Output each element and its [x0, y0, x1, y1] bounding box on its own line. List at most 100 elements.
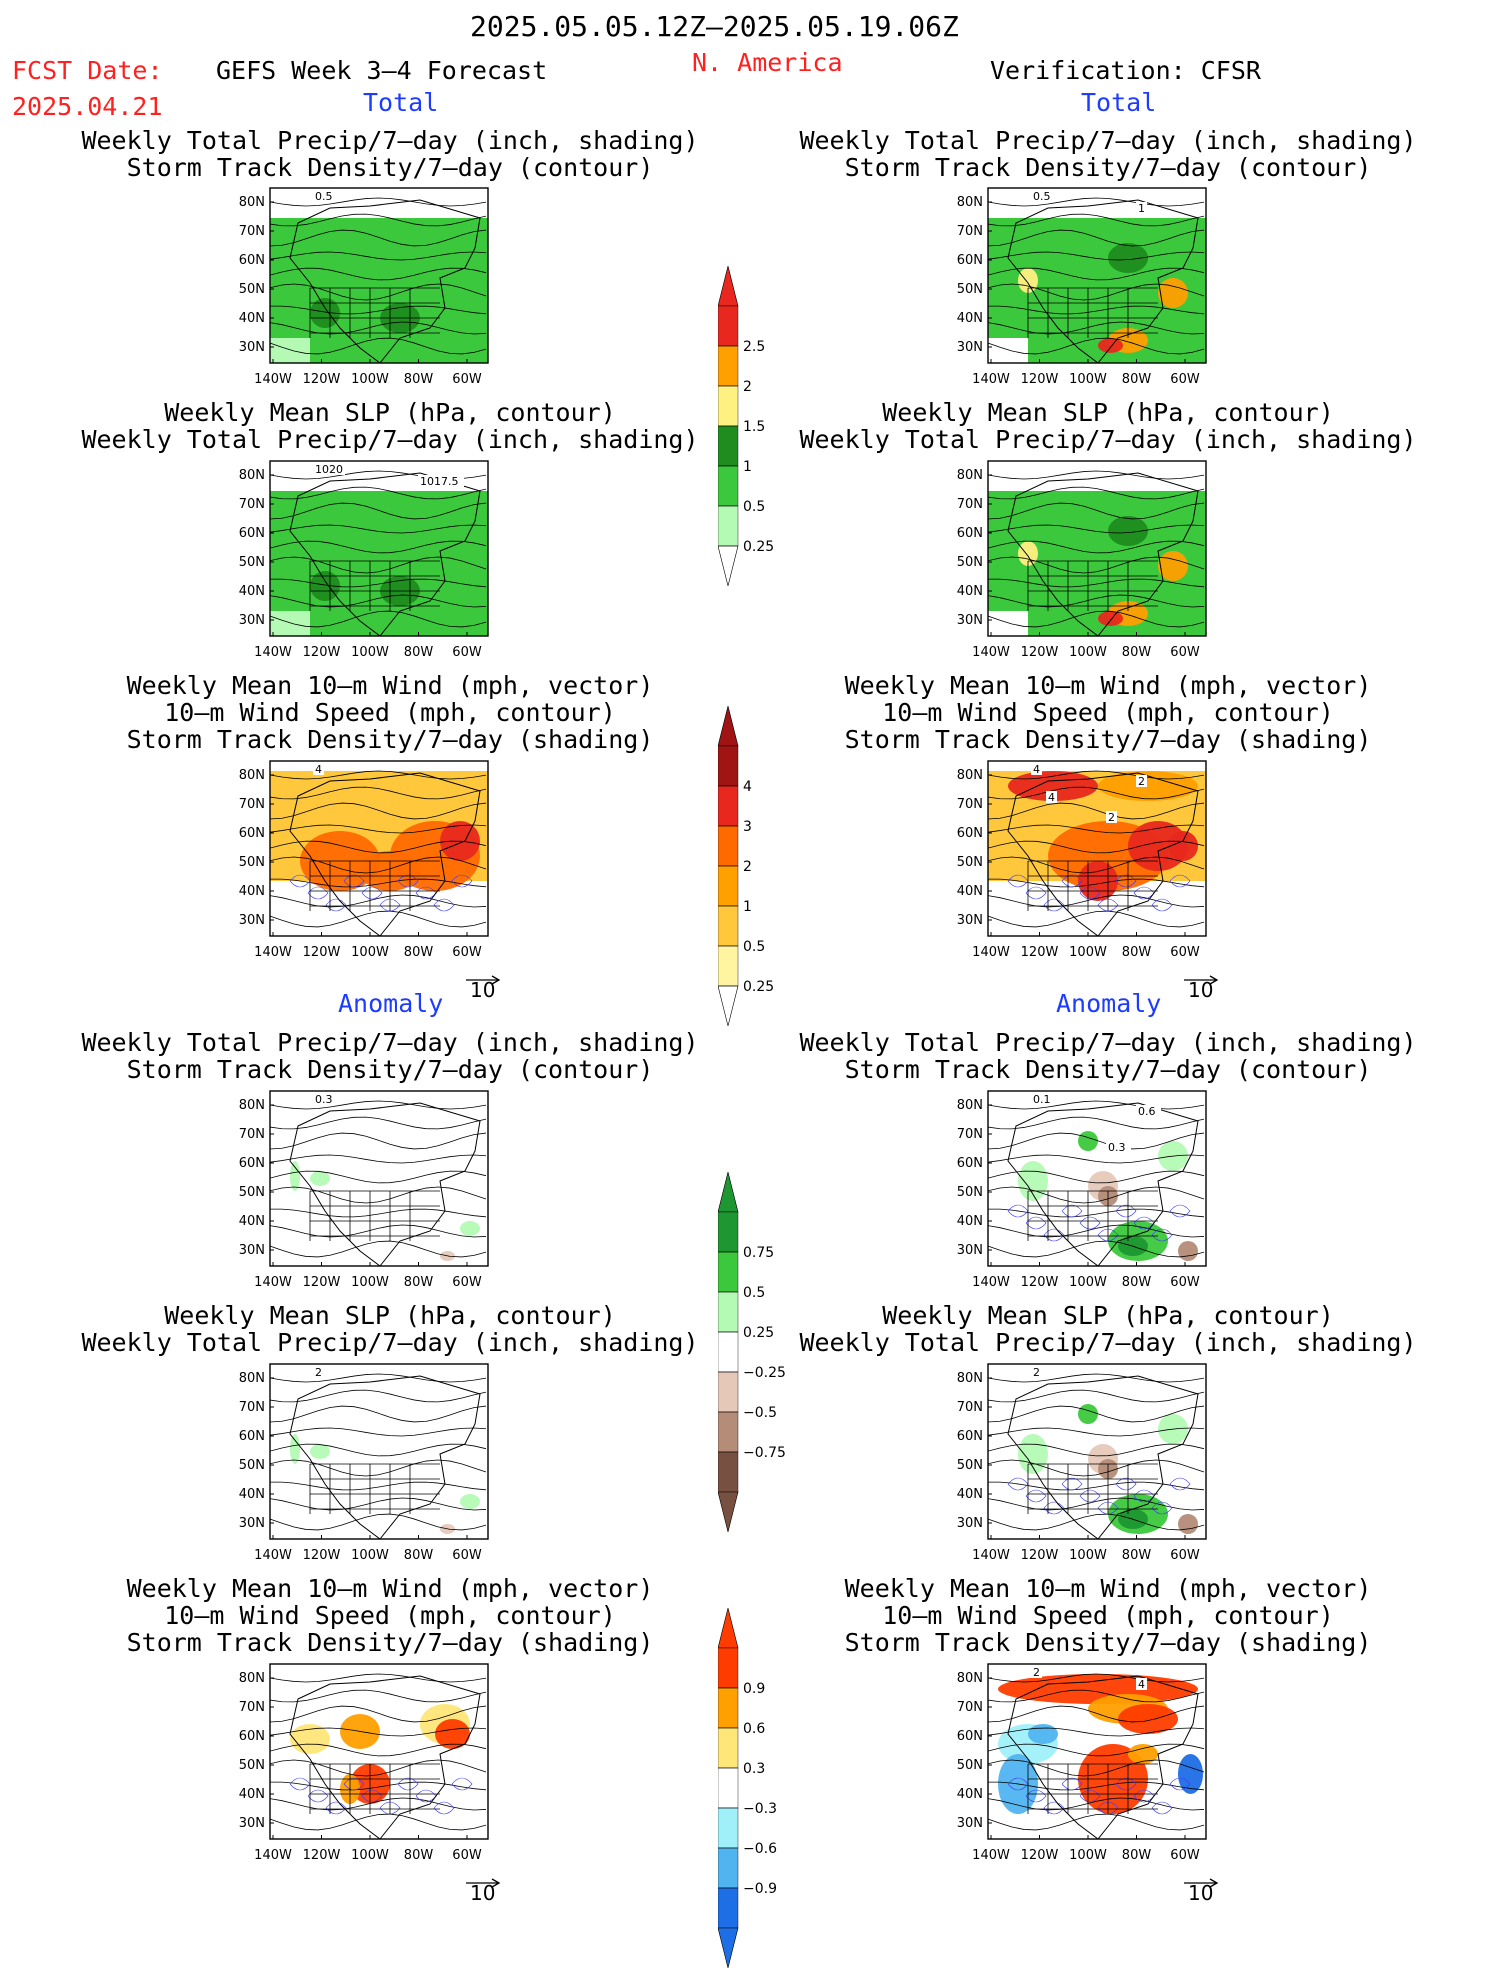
contour-label: 0.1 — [1033, 1093, 1051, 1106]
lon-tick-label: 140W — [972, 1548, 1010, 1563]
lon-tick-label: 60W — [452, 1275, 482, 1290]
lon-tick-label: 100W — [1069, 1548, 1107, 1563]
contour-line — [988, 502, 1205, 520]
contour-line — [988, 1116, 1205, 1130]
map-panel-p4: 0.3 80N 70N 60N 50N 40N 30N 140W 120W 100W 80W 60W — [230, 1090, 508, 1298]
colorbar-segment — [717, 705, 739, 747]
lat-tick-label: 50N — [239, 855, 265, 870]
colorbar-segment — [717, 345, 739, 387]
colorbar-svg: 2.5 2 1.5 1 0.5 0.25 — [717, 265, 774, 587]
map-panel-p9: 4 2 2 4 80N 70N 60N 50N 40N 30N 140W 120W 100W 80W 60W — [948, 760, 1226, 968]
contour-line — [988, 1727, 1205, 1737]
contour-line — [988, 786, 1205, 800]
contour-line — [988, 1443, 1205, 1457]
contour-line — [988, 1389, 1205, 1403]
lon-tick-label: 120W — [303, 1548, 341, 1563]
vector-reference-label-p12: 10 — [1188, 1881, 1214, 1905]
map-svg-p12: 2 4 80N 70N 60N 50N 40N 30N 140W 120W 100W 80W 60W — [957, 1663, 1207, 1863]
lon-tick-label: 140W — [972, 1848, 1010, 1863]
colorbar-precip-anom: 0.75 0.5 0.25 −0.25 −0.5 −0.75 — [717, 1171, 808, 1536]
lon-tick-label: 60W — [1170, 945, 1200, 960]
contour-line — [988, 1405, 1205, 1423]
colorbar-segment — [717, 1291, 739, 1333]
contour-line — [988, 1170, 1205, 1184]
contour-label: 4 — [1138, 1678, 1145, 1691]
lon-tick-label: 140W — [254, 372, 292, 387]
wind-vector — [433, 898, 455, 912]
contour-line — [270, 251, 487, 261]
shade-blob — [1098, 611, 1123, 626]
lon-tick-label: 60W — [452, 1548, 482, 1563]
colorbar-label: 0.3 — [743, 1761, 765, 1777]
shade-blob — [1008, 521, 1068, 561]
total-label-left: Total — [363, 88, 439, 117]
lat-tick-label: 40N — [957, 1487, 983, 1502]
lon-tick-label: 80W — [404, 1548, 434, 1563]
contour-line — [270, 1100, 487, 1110]
contour-line — [270, 486, 487, 500]
vector-reference-p12 — [1184, 1873, 1220, 1892]
colorbar-segment — [717, 1491, 739, 1533]
colorbar-segment — [717, 1927, 739, 1969]
contour-line — [270, 1797, 487, 1811]
colorbar-segment — [717, 1887, 739, 1929]
colorbar-label: 4 — [743, 779, 752, 795]
colorbar-segment — [717, 265, 739, 307]
contour-line — [270, 856, 487, 874]
lon-tick-label: 120W — [1021, 372, 1059, 387]
wind-vector — [451, 874, 473, 888]
contour-label: 4 — [1048, 791, 1055, 804]
contour-line — [988, 1186, 1205, 1204]
verification-title: Verification: CFSR — [990, 56, 1261, 85]
lat-tick-label: 80N — [957, 768, 983, 783]
colorbar-svg: 4 3 2 1 0.5 0.25 — [717, 705, 774, 1027]
lat-tick-label: 40N — [239, 311, 265, 326]
title-p8: Weekly Mean SLP (hPa, contour) Weekly Tot… — [799, 398, 1417, 454]
lat-tick-label: 40N — [239, 1214, 265, 1229]
vector-reference-p3 — [466, 970, 502, 989]
lat-tick-label: 30N — [239, 1243, 265, 1258]
colorbar-label: 0.75 — [743, 1245, 774, 1261]
vector-arrow-icon — [466, 1878, 501, 1888]
contour-line — [270, 337, 487, 355]
shade-blob — [1018, 541, 1038, 566]
map-svg-p9: 4 2 2 4 80N 70N 60N 50N 40N 30N 140W 120W 100W 80W 60W — [957, 760, 1207, 960]
contour-line — [988, 1705, 1205, 1723]
contour-line — [988, 1224, 1205, 1238]
colorbar-segment — [717, 1807, 739, 1849]
lat-tick-label: 70N — [957, 1700, 983, 1715]
wind-vector — [1151, 1228, 1173, 1242]
lon-tick-label: 60W — [452, 645, 482, 660]
lat-tick-label: 40N — [239, 884, 265, 899]
lat-tick-label: 60N — [239, 1429, 265, 1444]
lon-tick-label: 120W — [1021, 945, 1059, 960]
map-svg-p3: 4 80N 70N 60N 50N 40N 30N 140W 120W 100W 80W 60W — [239, 760, 489, 960]
lon-tick-label: 60W — [452, 1848, 482, 1863]
vector-arrow-icon — [1184, 1878, 1219, 1888]
shade-blob — [310, 801, 370, 831]
wind-vector — [325, 1801, 347, 1815]
lon-tick-label: 120W — [1021, 1548, 1059, 1563]
contour-line — [270, 197, 487, 207]
contour-line — [270, 1240, 487, 1258]
vector-arrow-icon — [466, 975, 501, 985]
contour-line — [270, 1481, 487, 1491]
contour-line — [270, 1705, 487, 1723]
lat-tick-label: 80N — [957, 195, 983, 210]
contour-line — [988, 1100, 1205, 1110]
lat-tick-label: 60N — [239, 526, 265, 541]
colorbar-label: −0.3 — [743, 1801, 777, 1817]
shade-blob — [460, 1494, 480, 1509]
lat-tick-label: 30N — [957, 1243, 983, 1258]
contour-line — [988, 470, 1205, 480]
colorbar-segment — [717, 1847, 739, 1889]
vector-reference-label-p6: 10 — [470, 1881, 496, 1905]
contour-line — [270, 1170, 487, 1184]
lon-tick-label: 140W — [254, 1848, 292, 1863]
lon-tick-label: 80W — [404, 372, 434, 387]
wind-vector — [307, 886, 329, 900]
contour-line — [270, 1373, 487, 1383]
vector-reference-p9 — [1184, 970, 1220, 989]
colorbar-segment — [717, 1767, 739, 1809]
lat-tick-label: 40N — [239, 1487, 265, 1502]
